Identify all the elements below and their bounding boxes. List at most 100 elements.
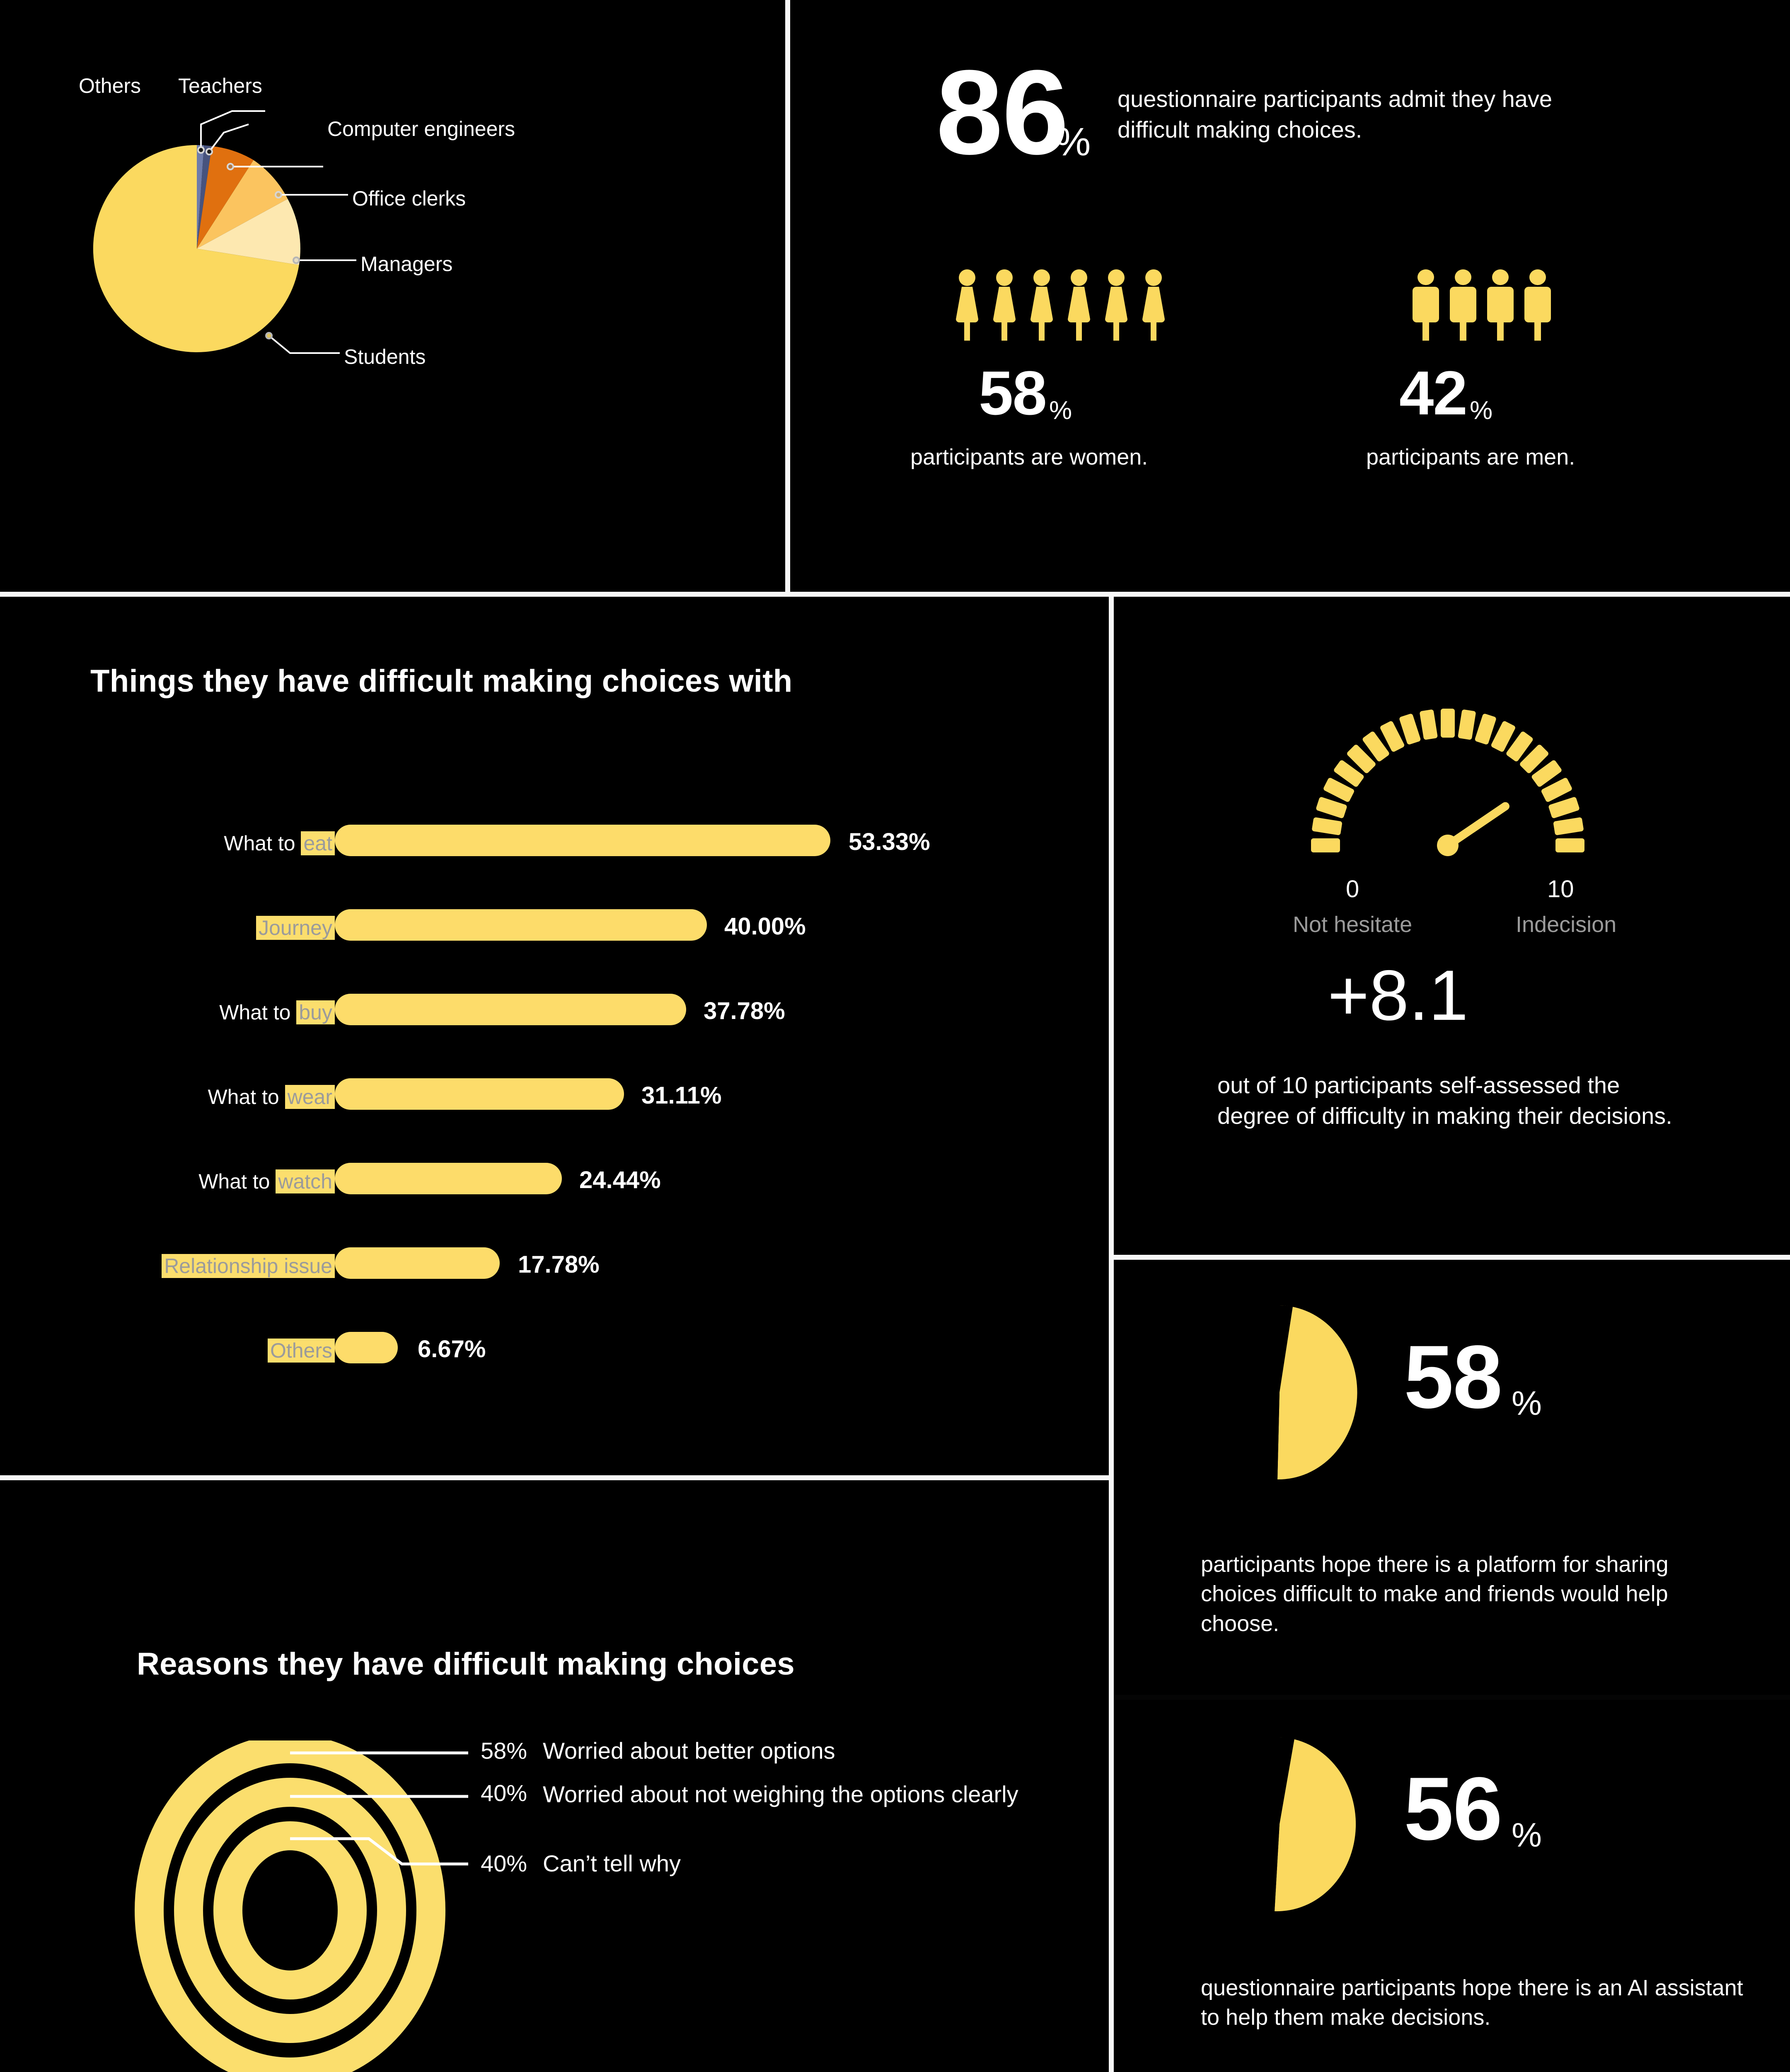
gauge-max-sublabel: Indecision (1516, 912, 1617, 937)
male-icon (1449, 269, 1477, 341)
gauge-min-label: 0 (1346, 876, 1359, 903)
headline-value: 86 (936, 45, 1069, 179)
male-icon (1412, 269, 1440, 341)
women-caption: participants are women. (910, 445, 1148, 470)
men-percent-value: 42 (1399, 358, 1468, 428)
headline-caption: questionnaire participants admit they ha… (1118, 86, 1553, 143)
platform-caption: participants hope there is a platform fo… (1201, 1552, 1669, 1636)
platform-percent-sign: % (1512, 1385, 1542, 1422)
occupation-pie-chart (93, 110, 356, 354)
female-icon (989, 269, 1020, 341)
reason-text: Worried about not weighing the options c… (543, 1781, 1018, 1807)
panel-bar-chart: Things they have difficult making choice… (0, 597, 1109, 1475)
panel-ai-stat: 56 % questionnaire participants hope the… (1114, 1700, 1790, 2072)
bar-value: 53.33% (849, 828, 930, 855)
bar-label-prefix: What to (198, 1170, 276, 1193)
bar-fill (335, 1078, 624, 1110)
panel-headline-gender: 86 % questionnaire participants admit th… (790, 0, 1790, 592)
pie-label-office-clerks: Office clerks (352, 187, 466, 210)
bar-fill (335, 909, 707, 941)
bar-label-chip: Relationship issue (162, 1254, 335, 1278)
ai-percent-value: 56 (1404, 1758, 1502, 1859)
pie-leader-lines (200, 110, 356, 354)
reason-row: 40% Can’t tell why (481, 1850, 681, 1877)
bar-value: 24.44% (579, 1167, 661, 1193)
gauge-min-sublabel: Not hesitate (1293, 912, 1413, 937)
bar-fill (335, 1247, 500, 1279)
panel-reasons: Reasons they have difficult making choic… (0, 1480, 1109, 2072)
bar-fill (335, 825, 830, 856)
reason-text: Can’t tell why (543, 1850, 681, 1876)
bar-label-chip: buy (296, 1000, 335, 1024)
pie-label-others: Others (79, 74, 141, 97)
bar-value: 37.78% (704, 997, 785, 1024)
pie-label-students: Students (344, 345, 426, 368)
bar-label-prefix: What to (208, 1085, 285, 1109)
bar-label: What to watch (198, 1169, 335, 1193)
bar-label-prefix: What to (219, 1001, 297, 1024)
bar-label: Journey (256, 916, 335, 940)
gauge-max-label: 10 (1547, 876, 1574, 903)
gauge-value: +8.1 (1328, 956, 1468, 1035)
bar-chart-title: Things they have difficult making choice… (90, 663, 793, 699)
female-icon-group (952, 269, 1169, 341)
bar-label: What to wear (208, 1085, 335, 1109)
bar-value: 40.00% (724, 913, 806, 940)
bar-value: 6.67% (418, 1336, 486, 1363)
bar-fill (335, 1163, 562, 1194)
bar-label: Relationship issue (162, 1254, 335, 1278)
pie-label-computer-engineers: Computer engineers (327, 117, 515, 140)
panel-platform-stat: 58 % participants hope there is a platfo… (1114, 1260, 1790, 1695)
bar-label: Others (267, 1339, 335, 1363)
female-icon (1138, 269, 1169, 341)
divider-vertical-mid (1109, 597, 1114, 2072)
bar-fill (335, 994, 686, 1025)
divider-vertical-top (785, 0, 790, 592)
ai-pie-icon (1264, 1737, 1356, 1912)
reason-percent: 58% (481, 1738, 527, 1764)
divider-horizontal-barchart (0, 1475, 1109, 1480)
gauge-needle (1446, 802, 1509, 848)
men-percent-sign: % (1470, 396, 1493, 425)
pie-slice-teachers (197, 145, 212, 249)
bar-fill (335, 1332, 398, 1363)
ring-middle (174, 1778, 406, 2043)
bar-value: 17.78% (518, 1251, 600, 1278)
male-icon-group (1412, 269, 1552, 341)
bar-label-prefix: What to (224, 832, 301, 855)
panel-occupation-pie: Others Teachers Computer engineers Offic… (0, 0, 785, 592)
pie-leader-dots (197, 146, 300, 339)
female-icon (952, 269, 982, 341)
pie-slice-office-clerks (197, 160, 288, 249)
reasons-title: Reasons they have difficult making choic… (137, 1646, 795, 1682)
ai-caption: questionnaire participants hope there is… (1201, 1975, 1743, 2030)
reasons-concentric-rings (135, 1740, 445, 2072)
indecision-gauge (1311, 709, 1584, 856)
reason-row: 58% Worried about better options (481, 1737, 835, 1764)
platform-percent-value: 58 (1404, 1326, 1502, 1427)
bar-label-chip: wear (285, 1085, 335, 1109)
male-icon (1524, 269, 1552, 341)
panel-gauge: 0 10 Not hesitate Indecision +8.1 out of… (1114, 597, 1790, 1255)
female-icon (1064, 269, 1094, 341)
pie-slice-managers (197, 199, 300, 265)
pie-label-teachers: Teachers (178, 74, 262, 97)
female-icon (1026, 269, 1057, 341)
pie-slice-computer-engineers (197, 146, 254, 249)
gauge-caption: out of 10 participants self-assessed the… (1217, 1072, 1672, 1129)
headline-percent-sign: % (1055, 120, 1091, 164)
male-icon (1486, 269, 1514, 341)
bar-label-chip: watch (276, 1169, 335, 1193)
ai-percent-sign: % (1512, 1816, 1542, 1854)
platform-pie-wedge (1277, 1305, 1357, 1480)
reason-percent: 40% (481, 1850, 527, 1876)
divider-horizontal-row1 (0, 592, 1790, 597)
bar-value: 31.11% (641, 1082, 722, 1109)
platform-pie-icon (1268, 1305, 1357, 1480)
ring-inner (213, 1821, 367, 1999)
women-percent-value: 58 (979, 358, 1047, 428)
bar-label-chip: Journey (256, 916, 335, 940)
reason-row: 40% Worried about not weighing the optio… (481, 1779, 1032, 1809)
female-icon (1101, 269, 1132, 341)
ai-pie-wedge (1275, 1737, 1356, 1912)
